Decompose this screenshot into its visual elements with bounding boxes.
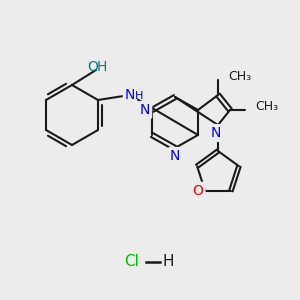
- Text: H: H: [135, 91, 143, 101]
- Text: N: N: [140, 103, 150, 117]
- Text: O: O: [88, 60, 98, 74]
- Text: N: N: [125, 88, 135, 102]
- Text: H: H: [162, 254, 174, 269]
- Text: CH₃: CH₃: [255, 100, 278, 112]
- Text: CH₃: CH₃: [228, 70, 251, 83]
- Text: Cl: Cl: [124, 254, 140, 269]
- Text: N: N: [211, 126, 221, 140]
- Text: H: H: [97, 60, 107, 74]
- Text: O: O: [193, 184, 203, 198]
- Text: N: N: [170, 149, 180, 163]
